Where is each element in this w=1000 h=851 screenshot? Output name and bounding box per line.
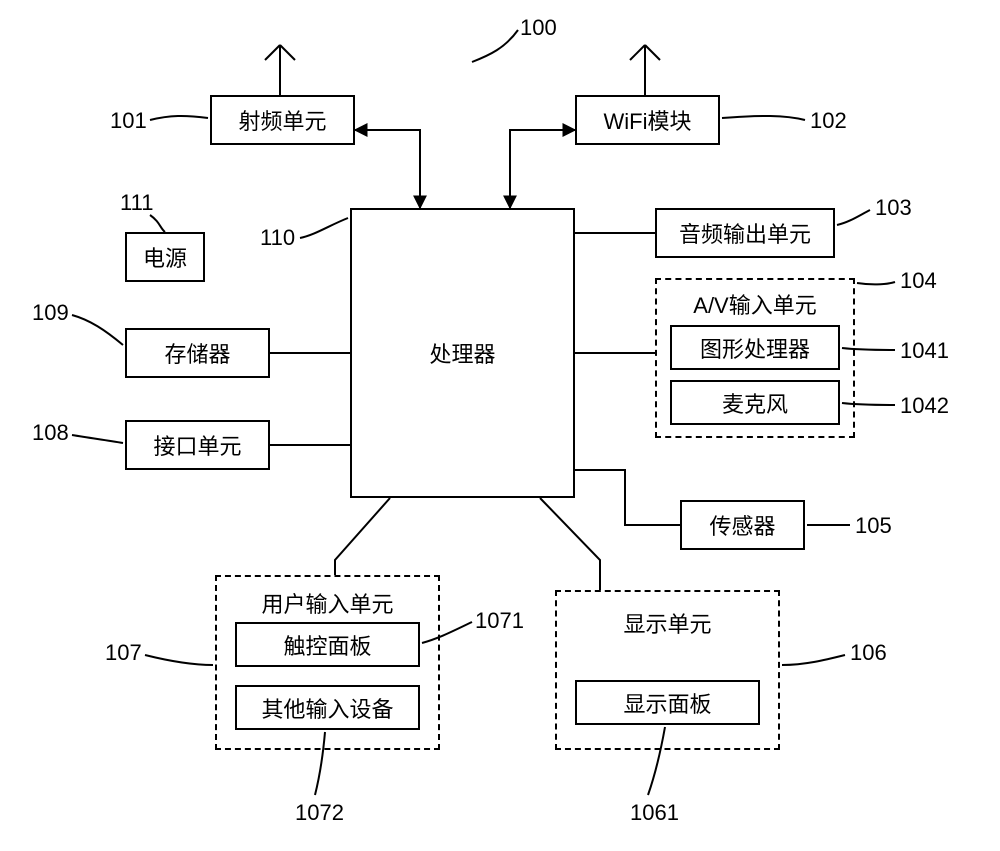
processor-label: 处理器: [429, 337, 495, 369]
ref-1071: 1071: [475, 608, 524, 634]
wifi-block: WiFi模块: [575, 95, 720, 145]
other-input-block: 其他输入设备: [235, 685, 420, 730]
wifi-label: WiFi模块: [604, 104, 692, 136]
ref-101: 101: [110, 108, 147, 134]
mic-label: 麦克风: [722, 387, 788, 419]
touch-panel-label: 触控面板: [283, 629, 371, 661]
sensor-block: 传感器: [680, 500, 805, 550]
audio-out-block: 音频输出单元: [655, 208, 835, 258]
power-block: 电源: [125, 232, 205, 282]
display-panel-label: 显示面板: [623, 687, 711, 719]
memory-label: 存储器: [164, 337, 230, 369]
sensor-label: 传感器: [709, 509, 775, 541]
power-label: 电源: [143, 241, 187, 273]
ref-110: 110: [260, 225, 295, 251]
gpu-block: 图形处理器: [670, 325, 840, 370]
ref-106: 106: [850, 640, 887, 666]
interface-block: 接口单元: [125, 420, 270, 470]
ref-102: 102: [810, 108, 847, 134]
rf-unit-block: 射频单元: [210, 95, 355, 145]
ref-107: 107: [105, 640, 142, 666]
rf-unit-label: 射频单元: [238, 104, 326, 136]
ref-1061: 1061: [630, 800, 679, 826]
ref-104: 104: [900, 268, 937, 294]
ref-1072: 1072: [295, 800, 344, 826]
ref-1042: 1042: [900, 393, 949, 419]
ref-105: 105: [855, 513, 892, 539]
ref-108: 108: [32, 420, 69, 446]
antenna-icon: [265, 45, 295, 95]
user-input-title: 用户输入单元: [217, 587, 438, 619]
display-panel-block: 显示面板: [575, 680, 760, 725]
touch-panel-block: 触控面板: [235, 622, 420, 667]
ref-111: 111: [120, 190, 153, 216]
av-input-title: A/V输入单元: [657, 288, 853, 320]
ref-109: 109: [32, 300, 69, 326]
interface-label: 接口单元: [153, 429, 241, 461]
display-title: 显示单元: [557, 607, 778, 639]
ref-1041: 1041: [900, 338, 949, 364]
gpu-label: 图形处理器: [700, 332, 810, 364]
mic-block: 麦克风: [670, 380, 840, 425]
ref-103: 103: [875, 195, 912, 221]
memory-block: 存储器: [125, 328, 270, 378]
diagram-canvas: 射频单元 WiFi模块 电源 存储器 接口单元 处理器 音频输出单元 传感器 A…: [0, 0, 1000, 851]
ref-100: 100: [520, 15, 557, 41]
antenna-icon: [630, 45, 660, 95]
display-group: 显示单元: [555, 590, 780, 750]
other-input-label: 其他输入设备: [261, 692, 393, 724]
processor-block: 处理器: [350, 208, 575, 498]
audio-out-label: 音频输出单元: [679, 217, 811, 249]
